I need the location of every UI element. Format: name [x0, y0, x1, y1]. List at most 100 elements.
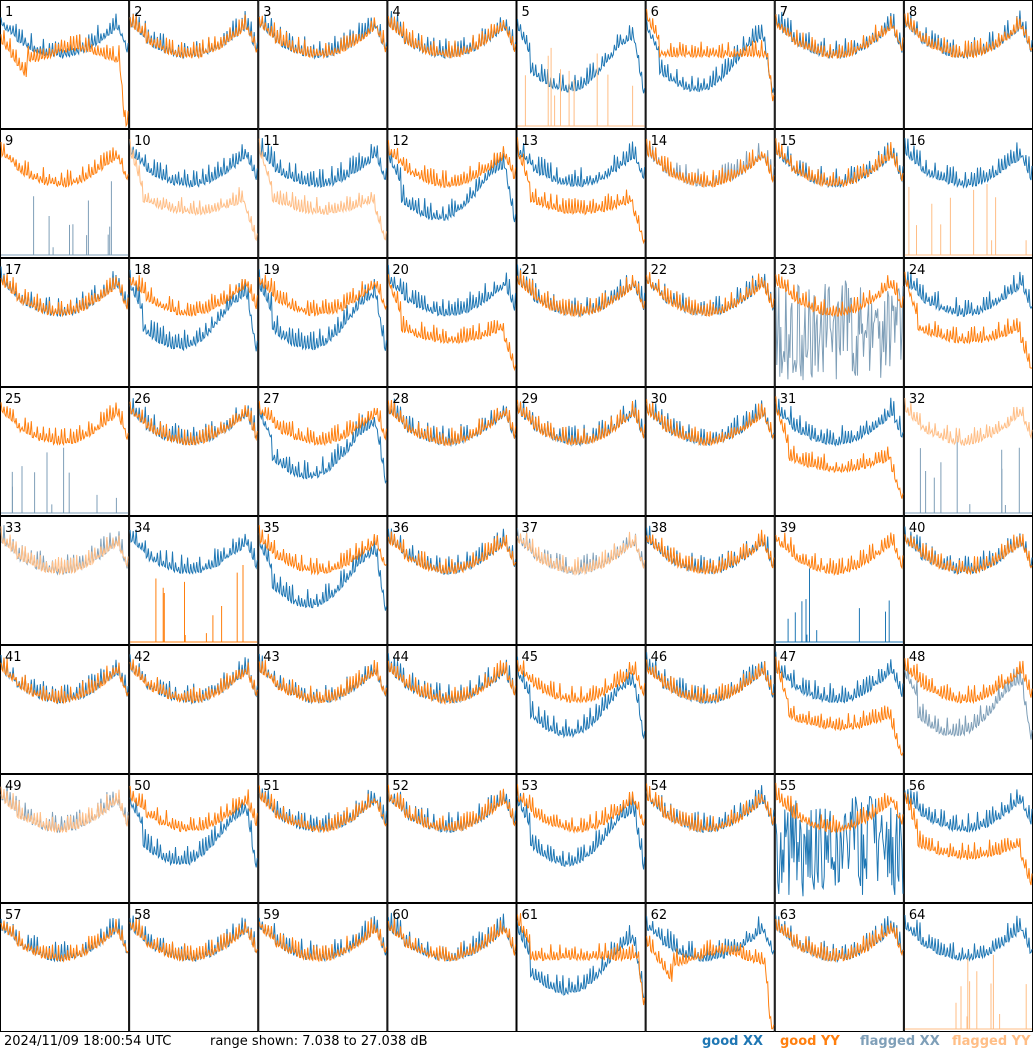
series-yy-55 [775, 782, 904, 834]
panel-label-55: 55 [780, 779, 797, 794]
panel-label-60: 60 [392, 908, 409, 923]
series-xx-3 [258, 15, 387, 60]
panel-33: 33 [0, 516, 130, 645]
panel-61: 61 [516, 903, 646, 1032]
series-xx-59 [258, 916, 387, 963]
panel-frame [129, 516, 259, 645]
series-yy-5 [517, 47, 645, 127]
series-xx-18 [129, 269, 258, 352]
series-yy-24 [904, 271, 1033, 369]
panel-label-13: 13 [522, 134, 539, 149]
panel-44: 44 [387, 645, 517, 774]
series-xx-51 [258, 788, 387, 834]
series-xx-39 [775, 568, 903, 643]
panel-17: 17 [0, 258, 130, 387]
series-yy-51 [258, 785, 387, 834]
panel-36: 36 [387, 516, 517, 645]
series-xx-61 [517, 920, 645, 999]
series-yy-60 [387, 918, 516, 962]
panel-35: 35 [258, 516, 388, 645]
series-yy-50 [129, 785, 258, 833]
panel-28: 28 [387, 387, 517, 516]
panel-frame [258, 774, 388, 903]
panel-label-63: 63 [780, 908, 797, 923]
panel-frame [774, 516, 904, 645]
series-yy-28 [387, 399, 516, 447]
series-yy-64 [904, 954, 1032, 1030]
series-yy-26 [129, 401, 258, 446]
panel-49: 49 [0, 774, 130, 903]
series-xx-52 [387, 790, 516, 834]
panel-label-51: 51 [263, 779, 280, 794]
series-xx-16 [904, 138, 1033, 189]
series-xx-6 [646, 18, 775, 93]
panel-label-24: 24 [909, 263, 926, 278]
panel-label-16: 16 [909, 134, 926, 149]
series-yy-37 [517, 531, 646, 576]
panel-1: 1 [0, 0, 130, 129]
panel-10: 10 [129, 129, 259, 258]
series-xx-64 [904, 914, 1033, 962]
panel-frame [0, 129, 130, 258]
panel-label-53: 53 [522, 779, 539, 794]
panel-label-5: 5 [522, 5, 530, 20]
series-xx-31 [775, 397, 904, 447]
panel-frame [387, 129, 517, 258]
panel-frame [903, 516, 1033, 645]
panel-label-59: 59 [263, 908, 280, 923]
panel-label-41: 41 [5, 650, 22, 665]
panel-label-40: 40 [909, 521, 926, 536]
series-yy-30 [646, 399, 775, 447]
panel-45: 45 [516, 645, 646, 774]
panel-label-58: 58 [134, 908, 151, 923]
series-yy-57 [0, 918, 129, 963]
series-xx-25 [1, 447, 129, 514]
panel-12: 12 [387, 129, 517, 258]
series-yy-6 [646, 8, 775, 102]
series-yy-20 [387, 274, 516, 372]
series-yy-14 [646, 138, 775, 188]
panel-53: 53 [516, 774, 646, 903]
panel-label-48: 48 [909, 650, 926, 665]
series-xx-24 [904, 271, 1033, 318]
series-xx-45 [517, 656, 646, 740]
panel-label-45: 45 [522, 650, 539, 665]
series-yy-17 [0, 273, 129, 318]
panel-label-54: 54 [651, 779, 668, 794]
series-xx-48 [904, 663, 1033, 740]
series-yy-63 [775, 919, 904, 963]
panel-label-10: 10 [134, 134, 151, 149]
series-yy-8 [904, 12, 1033, 59]
panel-frame [516, 516, 646, 645]
panel-60: 60 [387, 903, 517, 1032]
panel-18: 18 [129, 258, 259, 387]
panel-25: 25 [0, 387, 130, 516]
panel-31: 31 [774, 387, 904, 516]
panel-label-4: 4 [392, 5, 400, 20]
series-yy-62 [646, 935, 775, 1030]
panel-label-21: 21 [522, 263, 539, 278]
series-yy-44 [387, 660, 516, 706]
panel-label-3: 3 [263, 5, 271, 20]
series-yy-22 [646, 272, 775, 318]
panel-frame [516, 0, 646, 129]
panel-label-12: 12 [392, 134, 409, 149]
panel-label-14: 14 [651, 134, 668, 149]
panel-13: 13 [516, 129, 646, 258]
panel-26: 26 [129, 387, 259, 516]
panel-label-30: 30 [651, 392, 668, 407]
panel-frame [645, 516, 775, 645]
panel-label-36: 36 [392, 521, 409, 536]
panel-label-52: 52 [392, 779, 409, 794]
panel-label-50: 50 [134, 779, 151, 794]
panel-frame [0, 903, 130, 1032]
series-yy-18 [129, 275, 258, 317]
series-yy-29 [517, 399, 646, 446]
series-yy-46 [646, 659, 775, 703]
series-yy-1 [0, 30, 129, 128]
series-xx-13 [517, 139, 646, 188]
panel-58: 58 [129, 903, 259, 1032]
panel-30: 30 [645, 387, 775, 516]
series-xx-47 [775, 651, 904, 704]
